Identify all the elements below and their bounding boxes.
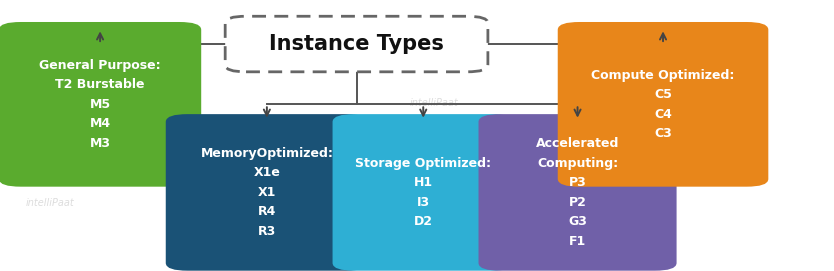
Text: intelliPaat: intelliPaat <box>151 98 199 108</box>
Text: intelliPaat: intelliPaat <box>643 98 691 108</box>
Text: Compute Optimized:
C5
C4
C3: Compute Optimized: C5 C4 C3 <box>591 69 735 140</box>
Text: MemoryOptimized:
X1e
X1
R4
R3: MemoryOptimized: X1e X1 R4 R3 <box>200 147 334 238</box>
Text: Storage Optimized:
H1
I3
D2: Storage Optimized: H1 I3 D2 <box>355 157 491 228</box>
FancyBboxPatch shape <box>559 23 767 186</box>
FancyBboxPatch shape <box>167 115 367 270</box>
Text: intelliPaat: intelliPaat <box>593 198 641 208</box>
Text: intelliPaat: intelliPaat <box>326 198 374 208</box>
Text: Accelerated
Computing:
P3
P2
G3
F1: Accelerated Computing: P3 P2 G3 F1 <box>536 137 619 248</box>
FancyBboxPatch shape <box>0 23 200 186</box>
Text: General Purpose:
T2 Burstable
M5
M4
M3: General Purpose: T2 Burstable M5 M4 M3 <box>39 59 161 150</box>
FancyBboxPatch shape <box>480 115 676 270</box>
FancyBboxPatch shape <box>334 115 513 270</box>
FancyBboxPatch shape <box>225 16 488 72</box>
Text: intelliPaat: intelliPaat <box>409 98 458 108</box>
Text: intelliPaat: intelliPaat <box>26 198 74 208</box>
Text: Instance Types: Instance Types <box>269 34 444 54</box>
